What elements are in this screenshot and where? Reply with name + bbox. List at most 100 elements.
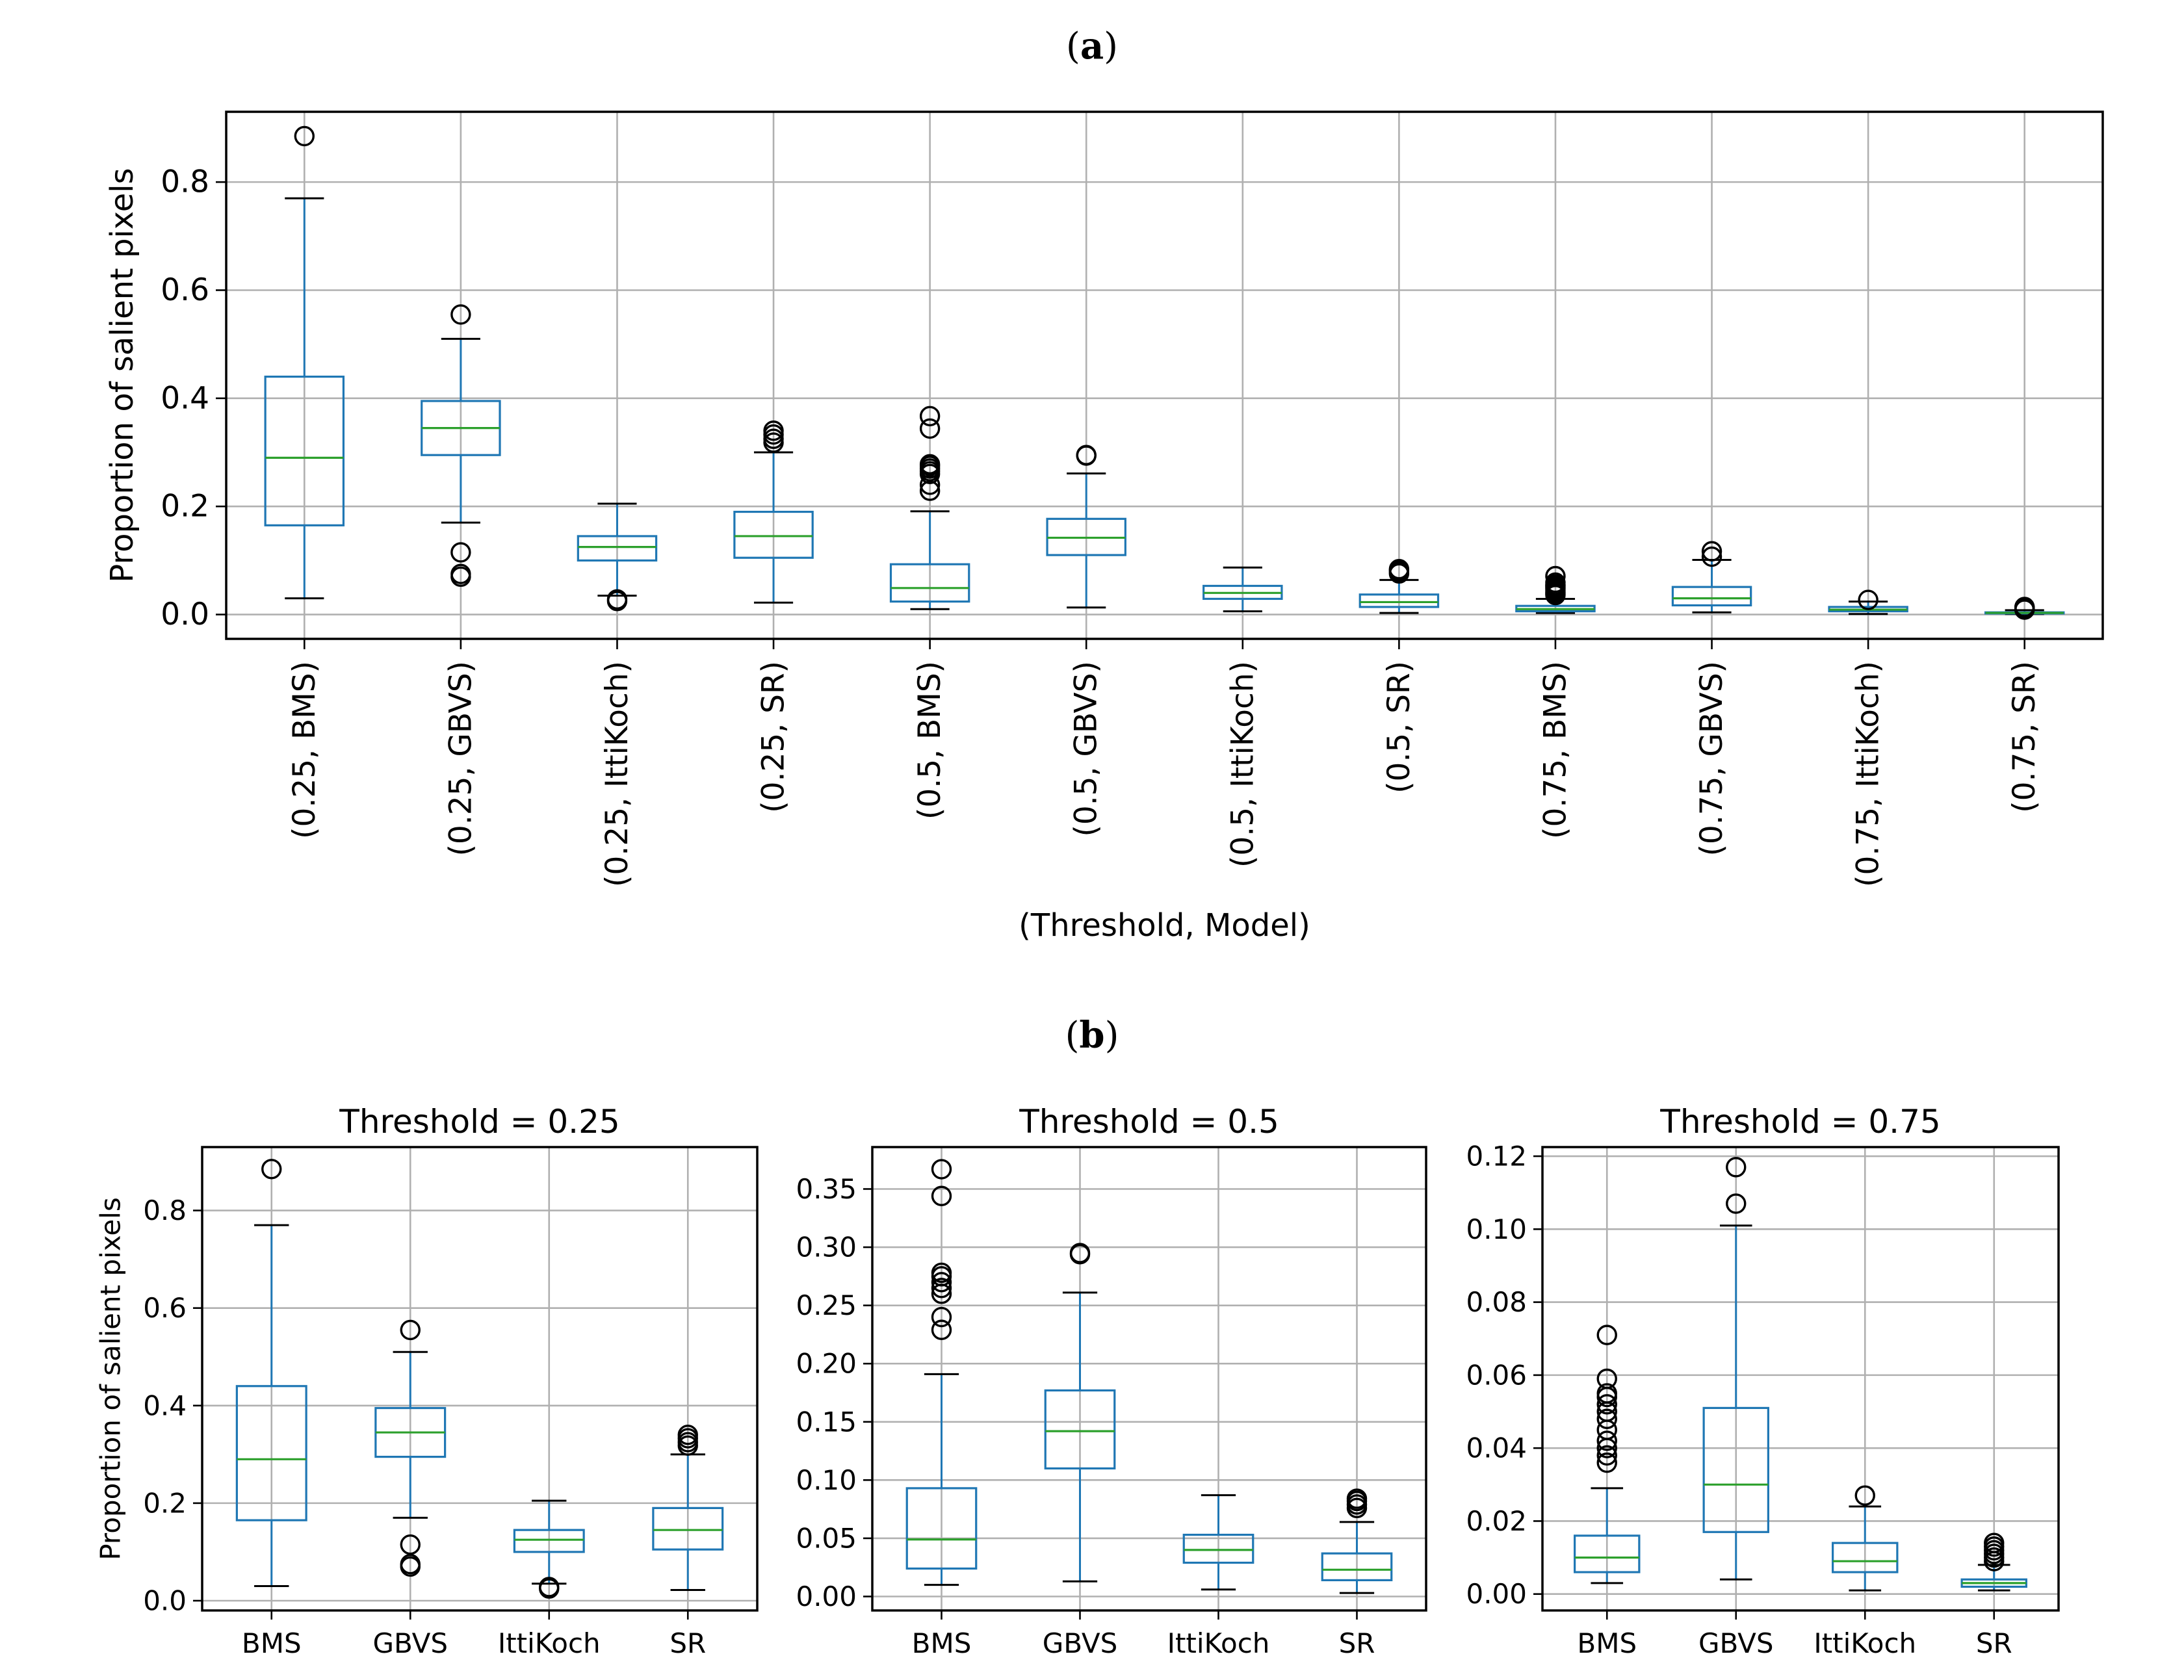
x-tick-label: (0.5, GBVS) <box>1069 661 1104 837</box>
box-iqr <box>652 1506 724 1551</box>
box-iqr <box>577 535 658 562</box>
outlier-point <box>931 1272 952 1293</box>
x-tick-label: (0.75, GBVS) <box>1694 661 1730 856</box>
outlier-point <box>539 1577 560 1597</box>
outlier-point <box>1858 589 1878 610</box>
outlier-point <box>919 418 941 439</box>
y-tick-label: 0.0 <box>161 597 209 632</box>
chart-2: 0.0 0.2 0.4 0.6 0.8 BMS GBVS IttiKoch SR Threshol… <box>95 1103 759 1659</box>
outlier-point <box>1701 541 1722 562</box>
box-iqr <box>1832 1542 1899 1573</box>
y-tick-label: 0.4 <box>161 380 209 416</box>
box-iqr <box>1574 1534 1641 1573</box>
y-tick-label: 0.6 <box>161 272 209 308</box>
panel-a-open-paren: ( <box>1065 25 1080 68</box>
x-tick-label: (0.5, BMS) <box>912 661 948 820</box>
outlier-point <box>763 420 784 441</box>
outlier-point <box>919 480 941 501</box>
x-tick-label: IttiKoch <box>1167 1627 1270 1659</box>
y-tick-label: 0.12 <box>1466 1141 1527 1172</box>
outlier-point <box>1545 572 1566 593</box>
chart-3: 0.00 0.05 0.10 0.15 0.20 0.25 0.30 0.35 BMS GBVS I… <box>796 1103 1427 1659</box>
outlier-point <box>261 1159 282 1180</box>
y-tick-label: 0.00 <box>1466 1578 1527 1610</box>
outlier-point <box>1545 565 1566 587</box>
x-tick-label: SR <box>670 1627 706 1659</box>
outlier-point <box>1596 1452 1617 1473</box>
y-tick-label: 0.15 <box>796 1406 857 1438</box>
x-tick-label: GBVS <box>373 1627 448 1659</box>
outlier-point <box>1701 546 1722 567</box>
x-tick-label: BMS <box>242 1627 302 1659</box>
x-tick-label: GBVS <box>1043 1627 1117 1659</box>
y-tick-label: 0.35 <box>796 1173 857 1205</box>
outlier-point <box>1596 1325 1617 1345</box>
y-tick-label: 0.20 <box>796 1348 857 1380</box>
box-iqr <box>235 1385 307 1521</box>
outlier-point <box>450 563 471 584</box>
panel-b-close-paren: ) <box>1104 1014 1119 1057</box>
outlier-point <box>931 1185 952 1206</box>
axes-frame <box>201 1146 759 1612</box>
y-tick-label: 0.30 <box>796 1232 857 1263</box>
y-tick-label: 0.08 <box>1466 1286 1527 1318</box>
box-iqr <box>889 563 970 603</box>
y-tick-label: 0.02 <box>1466 1505 1527 1537</box>
y-tick-label: 0.2 <box>161 489 209 524</box>
y-tick-label: 0.8 <box>143 1195 187 1226</box>
chart-1: 0.0 0.2 0.4 0.6 0.8 (0.25, BMS) (0.25, GBVS) (0… <box>104 110 2104 944</box>
outlier-point <box>1388 558 1410 580</box>
outlier-point <box>1726 1193 1747 1214</box>
y-tick-label: 0.25 <box>796 1289 857 1321</box>
outlier-point <box>400 1319 421 1341</box>
x-tick-label: (0.25, SR) <box>756 661 792 813</box>
box-iqr <box>264 375 345 526</box>
outlier-point <box>677 1425 698 1445</box>
outlier-point <box>400 1534 421 1555</box>
outlier-point <box>450 304 471 325</box>
axes-frame <box>871 1146 1427 1612</box>
outlier-point <box>1596 1430 1617 1451</box>
outlier-point <box>1596 1408 1617 1429</box>
y-tick-label: 0.6 <box>143 1292 187 1324</box>
outlier-point <box>1076 445 1097 465</box>
x-tick-label: IttiKoch <box>1814 1627 1916 1659</box>
outlier-point <box>2014 597 2035 617</box>
box-iqr <box>1358 593 1440 608</box>
panel-a-letter: a <box>1080 25 1104 68</box>
outlier-point <box>919 454 941 475</box>
y-tick-label: 0.06 <box>1466 1359 1527 1391</box>
x-tick-label: SR <box>1976 1627 2012 1659</box>
x-tick-label: GBVS <box>1698 1627 1773 1659</box>
x-tick-label: (0.25, GBVS) <box>443 661 478 856</box>
y-tick-label: 0.8 <box>161 164 209 200</box>
box-iqr <box>1671 586 1752 607</box>
panel-b-label: (b) <box>0 1014 2184 1057</box>
x-tick-label: (0.25, BMS) <box>287 661 322 839</box>
y-tick-label: 0.04 <box>1466 1432 1527 1464</box>
y-tick-label: 0.10 <box>1466 1213 1527 1245</box>
box-iqr <box>513 1529 585 1553</box>
chart-title: Threshold = 0.25 <box>339 1103 619 1141</box>
y-tick-label: 0.0 <box>143 1584 187 1616</box>
chart-title: Threshold = 0.5 <box>1019 1103 1279 1141</box>
outlier-point <box>931 1278 952 1299</box>
outlier-point <box>1854 1485 1875 1506</box>
panel-a-close-paren: ) <box>1104 25 1118 68</box>
outlier-point <box>931 1159 952 1180</box>
box-iqr <box>733 510 814 559</box>
outlier-point <box>1984 1532 2005 1553</box>
x-tick-label: (0.75, BMS) <box>1537 661 1573 839</box>
outlier-point <box>1346 1488 1368 1509</box>
outlier-point <box>1596 1445 1617 1466</box>
axes-frame <box>1541 1146 2060 1612</box>
chart-title: Threshold = 0.75 <box>1659 1103 1940 1141</box>
outlier-point <box>400 1553 421 1575</box>
outlier-point <box>294 125 315 147</box>
panel-a-label: (a) <box>0 25 2184 68</box>
y-tick-label: 0.4 <box>143 1389 187 1421</box>
panel-b-open-paren: ( <box>1065 1014 1080 1057</box>
outlier-point <box>931 1306 952 1328</box>
x-tick-label: (0.5, IttiKoch) <box>1225 661 1260 868</box>
panel-b-letter: b <box>1079 1014 1105 1057</box>
